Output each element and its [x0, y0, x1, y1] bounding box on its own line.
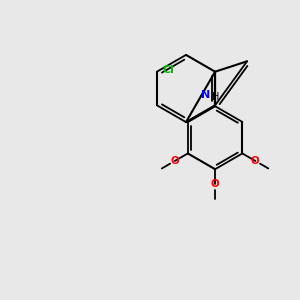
Text: O: O: [170, 156, 179, 166]
Text: H: H: [212, 92, 219, 102]
Text: Cl: Cl: [162, 65, 174, 75]
Text: O: O: [251, 156, 260, 166]
Text: N: N: [201, 90, 211, 100]
Text: O: O: [211, 179, 220, 189]
